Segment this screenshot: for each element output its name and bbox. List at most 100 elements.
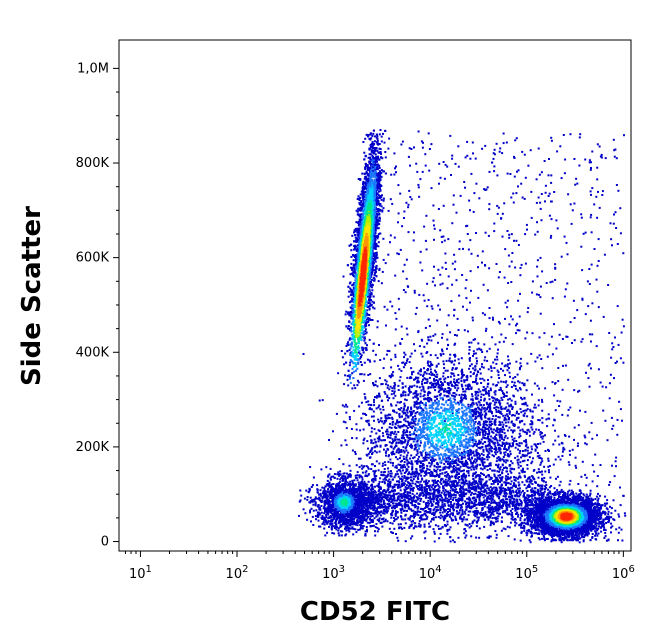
event-point <box>472 373 475 375</box>
event-point <box>511 438 514 441</box>
event-point <box>464 530 467 533</box>
event-point <box>541 533 544 536</box>
event-point <box>604 495 607 498</box>
event-point <box>344 313 347 316</box>
event-point <box>429 508 432 510</box>
event-point <box>563 492 566 495</box>
event-point <box>486 458 489 461</box>
event-point <box>419 370 422 373</box>
event-point <box>337 532 340 535</box>
event-point <box>496 441 499 444</box>
event-point <box>531 415 534 418</box>
event-point <box>379 444 382 447</box>
event-point <box>590 231 593 234</box>
event-point <box>424 326 427 329</box>
event-point <box>378 450 381 453</box>
event-point <box>572 494 575 497</box>
event-point <box>401 478 404 481</box>
event-point <box>585 501 588 503</box>
event-point <box>474 352 477 355</box>
event-point <box>325 466 328 469</box>
event-point <box>542 440 545 443</box>
event-point <box>398 441 401 444</box>
event-point <box>604 529 607 532</box>
event-point <box>591 536 594 538</box>
event-point <box>382 405 384 408</box>
event-point <box>317 504 320 507</box>
event-point <box>508 233 511 236</box>
event-point <box>354 387 357 390</box>
event-point <box>588 283 591 285</box>
event-point <box>309 511 311 514</box>
event-point <box>609 481 612 484</box>
event-point <box>598 510 601 513</box>
event-point <box>369 456 372 459</box>
event-point <box>451 412 454 415</box>
event-point <box>346 327 349 330</box>
event-point <box>563 235 566 238</box>
event-point <box>507 482 510 485</box>
event-point <box>348 244 351 247</box>
event-point <box>520 469 523 472</box>
event-point <box>374 396 376 399</box>
event-point <box>376 484 379 487</box>
event-point <box>389 436 392 439</box>
event-point <box>561 496 564 499</box>
event-point <box>568 483 571 486</box>
event-point <box>557 367 560 369</box>
event-point <box>554 429 556 432</box>
event-point <box>548 532 551 535</box>
event-point <box>529 423 532 426</box>
event-point <box>367 156 370 159</box>
event-point <box>331 524 334 527</box>
event-point <box>351 387 354 390</box>
event-point <box>383 421 386 424</box>
event-point <box>531 280 534 283</box>
event-point <box>516 477 519 480</box>
event-point <box>411 467 414 470</box>
event-point <box>306 518 309 521</box>
event-point <box>564 364 567 367</box>
event-point <box>447 314 450 317</box>
event-point <box>527 530 530 532</box>
event-point <box>330 526 333 529</box>
event-point <box>338 458 341 460</box>
event-point <box>508 416 510 419</box>
event-point <box>597 519 600 522</box>
event-point <box>596 503 599 506</box>
event-point <box>358 405 361 408</box>
event-point <box>480 365 483 368</box>
event-point <box>386 430 389 433</box>
event-point <box>357 528 360 531</box>
event-point <box>468 359 471 362</box>
event-point <box>590 213 593 216</box>
event-point <box>536 532 539 535</box>
event-point <box>491 418 494 420</box>
event-point <box>585 493 588 496</box>
event-point <box>548 450 550 452</box>
event-point <box>591 150 594 153</box>
event-point <box>356 474 359 477</box>
event-point <box>497 206 500 209</box>
event-point <box>457 374 460 376</box>
event-point <box>562 494 565 497</box>
event-point <box>593 203 596 206</box>
event-point <box>600 522 603 525</box>
event-point <box>356 516 359 519</box>
event-point <box>553 323 555 326</box>
event-point <box>554 458 557 461</box>
event-point <box>341 404 344 407</box>
event-point <box>563 448 566 451</box>
event-point <box>483 389 486 392</box>
event-point <box>528 430 531 433</box>
event-point <box>575 177 578 180</box>
event-point <box>569 133 572 136</box>
event-point <box>427 318 430 321</box>
event-point <box>436 380 439 383</box>
event-point <box>536 504 539 507</box>
event-point <box>612 499 615 502</box>
event-point <box>585 499 588 502</box>
event-point <box>468 385 471 387</box>
event-point <box>465 297 468 300</box>
event-point <box>470 388 473 390</box>
